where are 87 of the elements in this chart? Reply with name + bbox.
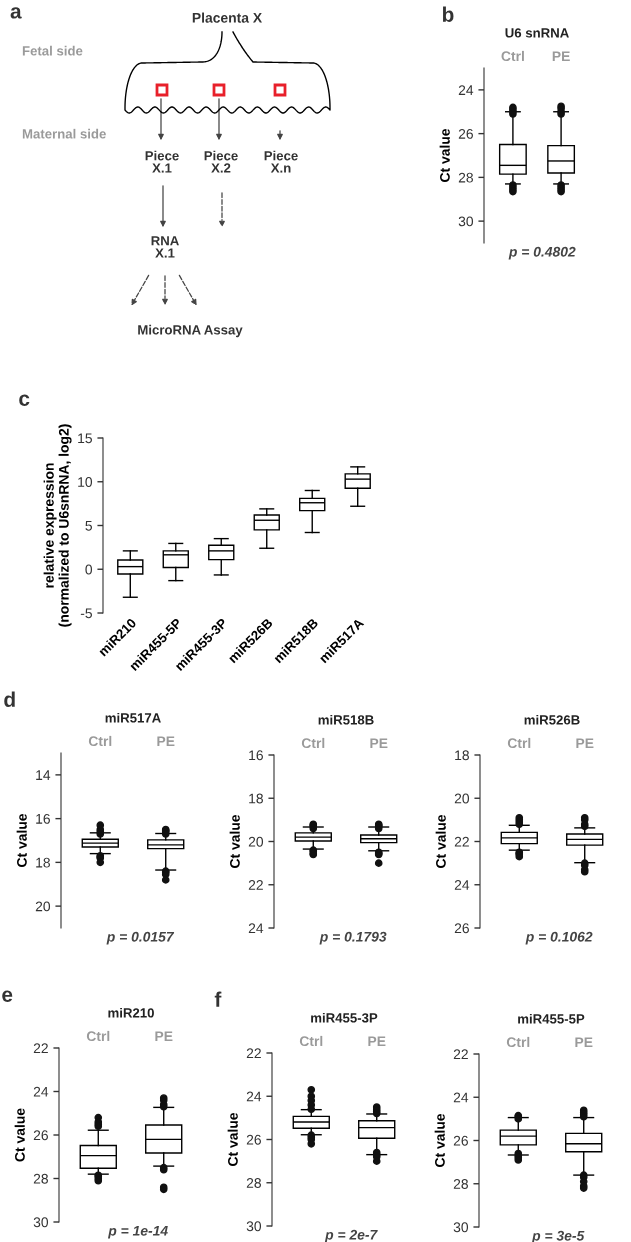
y-tick-label: 28 xyxy=(458,172,473,183)
y-tick-label: 22 xyxy=(33,1043,48,1054)
y-tick-label: 30 xyxy=(33,1217,49,1228)
y-tick-label: 30 xyxy=(453,1222,469,1233)
y-tick-label: 18 xyxy=(249,793,263,804)
y-axis-title: Ct value xyxy=(434,1113,445,1167)
x-tick-label: PE xyxy=(368,1036,386,1046)
text: a xyxy=(10,7,22,19)
y-tick-label: 26 xyxy=(454,923,469,934)
y-tick-label: 16 xyxy=(249,750,263,761)
text: c xyxy=(19,394,30,406)
chart-title: miR455-5P xyxy=(518,1013,585,1024)
x-tick-label: Ctrl xyxy=(88,735,112,747)
y-tick-label: 26 xyxy=(246,1134,261,1145)
x-tick-label: PE xyxy=(370,738,388,748)
chart-title: miR517A xyxy=(105,712,161,723)
text: p = 1e-14 xyxy=(107,1225,168,1239)
y-tick-label: 5 xyxy=(85,520,92,531)
text: p = 0.0157 xyxy=(106,931,175,945)
text: Maternal side xyxy=(22,128,106,139)
text: Piece X.n xyxy=(264,150,298,173)
y-tick-label: 28 xyxy=(246,1178,261,1188)
text: MicroRNA Assay xyxy=(138,324,243,338)
y-tick-label: 26 xyxy=(33,1130,48,1141)
y-tick-label: 22 xyxy=(248,880,263,890)
chart-title: miR210 xyxy=(108,1007,154,1018)
y-tick-label: 20 xyxy=(454,793,470,804)
y-tick-label: 28 xyxy=(453,1179,468,1189)
y-tick-label: 18 xyxy=(36,857,50,868)
y-tick-label: -5 xyxy=(80,608,92,619)
x-tick-label: PE xyxy=(576,738,594,748)
text: b xyxy=(442,6,454,22)
text: Placenta X xyxy=(192,12,263,23)
text: p = 2e-7 xyxy=(324,1229,378,1242)
x-tick-label: PE xyxy=(157,736,175,746)
x-tick-label: Ctrl xyxy=(506,1036,530,1048)
y-tick-label: 15 xyxy=(78,433,92,444)
y-tick-label: 30 xyxy=(246,1221,262,1232)
y-tick-label: 22 xyxy=(454,836,469,847)
y-tick-label: 22 xyxy=(246,1048,261,1059)
text: d xyxy=(4,691,15,707)
chart-title: miR455-3P xyxy=(311,1012,378,1023)
y-tick-label: 24 xyxy=(248,923,264,934)
text: p = 0.1793 xyxy=(319,931,387,945)
chart-title: miR518B xyxy=(318,714,374,725)
y-tick-label: 14 xyxy=(36,770,51,780)
text: f xyxy=(214,991,222,1007)
y-tick-label: 30 xyxy=(458,216,474,227)
y-tick-label: 24 xyxy=(458,85,474,95)
text: p = 0.4802 xyxy=(508,246,576,260)
y-axis-title: Ct value xyxy=(439,128,450,182)
text: Fetal side xyxy=(22,45,83,56)
y-tick-label: 22 xyxy=(453,1049,468,1060)
text: Piece X.2 xyxy=(204,150,238,173)
x-tick-label: Ctrl xyxy=(299,1035,323,1047)
y-tick-label: 24 xyxy=(246,1091,262,1102)
text: e xyxy=(2,990,13,1002)
y-axis-title: Ct value xyxy=(435,814,446,868)
x-tick-label: Ctrl xyxy=(86,1030,110,1042)
x-tick-label: Ctrl xyxy=(301,737,325,749)
chart-title: miR526B xyxy=(524,714,580,725)
text: RNA X.1 xyxy=(151,236,179,258)
x-tick-label: PE xyxy=(575,1037,593,1047)
y-tick-label: 28 xyxy=(33,1173,48,1184)
y-tick-label: 24 xyxy=(454,880,470,890)
text: p = 0.1062 xyxy=(525,931,593,945)
y-tick-label: 18 xyxy=(455,750,469,761)
y-axis-title: Ct value xyxy=(14,1108,25,1162)
chart-title: U6 snRNA xyxy=(505,28,569,38)
y-tick-label: 24 xyxy=(453,1092,469,1103)
x-tick-label: PE xyxy=(155,1031,173,1041)
y-tick-label: 20 xyxy=(35,901,51,912)
y-tick-label: 0 xyxy=(85,564,93,575)
y-tick-label: 10 xyxy=(78,477,93,487)
y-tick-label: 26 xyxy=(453,1135,468,1146)
x-tick-label: Ctrl xyxy=(501,50,524,62)
y-tick-label: 26 xyxy=(458,128,473,139)
x-tick-label: Ctrl xyxy=(507,737,531,749)
y-tick-label: 20 xyxy=(248,836,264,847)
x-tick-label: PE xyxy=(552,51,570,61)
y-axis-title: Ct value xyxy=(229,814,240,868)
y-axis-title: Ct value xyxy=(16,813,27,867)
y-axis-title: Ct value xyxy=(227,1112,238,1166)
text: Piece X.1 xyxy=(145,150,179,173)
y-tick-label: 16 xyxy=(36,813,50,824)
y-tick-label: 24 xyxy=(33,1086,49,1097)
y-axis-title: relative expression (normalized to U6snRNA, log2) xyxy=(43,424,72,627)
